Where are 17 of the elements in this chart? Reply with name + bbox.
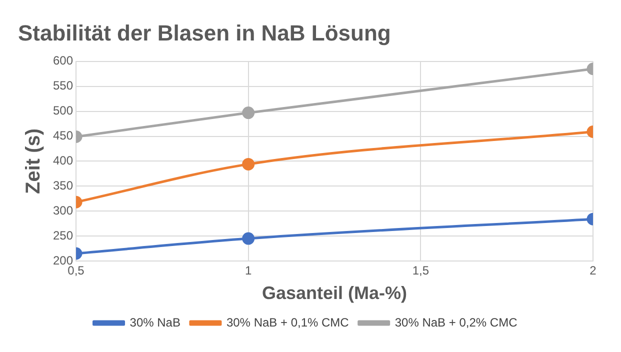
legend-label: 30% NaB + 0,1% CMC	[226, 315, 350, 330]
legend-label: 30% NaB + 0,2% CMC	[394, 315, 518, 330]
y-axis-title: Zeit (s)	[22, 128, 45, 194]
legend-label: 30% NaB	[130, 315, 180, 330]
y-tick-label: 300	[52, 203, 74, 218]
y-tick-label: 350	[52, 178, 74, 192]
chart-title: Stabilität der Blasen in NaB Lösung	[18, 20, 391, 46]
y-tick-label: 450	[52, 128, 74, 143]
y-tick-label: 400	[52, 154, 74, 168]
y-tick-label: 600	[52, 54, 74, 68]
x-tick-label: 1,5	[412, 264, 430, 278]
y-tick-label: 500	[52, 104, 74, 118]
x-tick-label: 2	[590, 264, 597, 278]
y-tick-label: 550	[52, 78, 74, 93]
y-tick-label: 250	[52, 228, 74, 242]
x-axis-title: Gasanteil (Ma-%)	[262, 283, 408, 304]
x-tick-label: 1	[245, 264, 252, 278]
